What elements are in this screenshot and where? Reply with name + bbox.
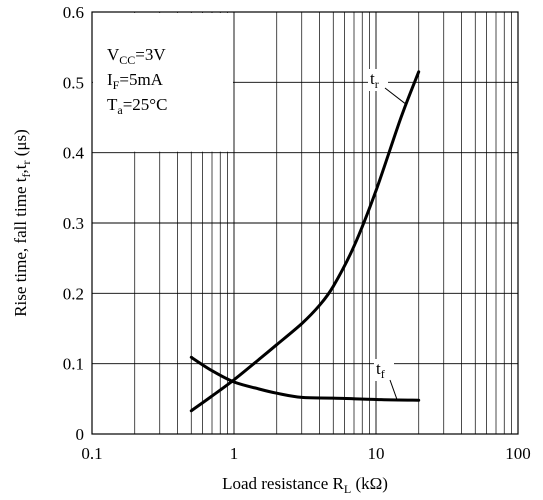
x-tick-label: 1	[230, 444, 239, 463]
x-tick-label: 100	[505, 444, 531, 463]
y-axis-title: Rise time, fall time tf,tr (μs)	[11, 129, 33, 317]
series-label-leader-tr	[385, 88, 405, 103]
y-tick-label: 0.2	[63, 284, 84, 303]
y-tick-label: 0.6	[63, 3, 84, 22]
x-axis-title: Load resistance RL (kΩ)	[222, 474, 388, 496]
condition-ta: Ta=25°C	[107, 95, 167, 117]
x-tick-label: 0.1	[81, 444, 102, 463]
y-tick-label: 0.1	[63, 355, 84, 374]
condition-vcc: VCC=3V	[107, 45, 166, 67]
x-tick-label: 10	[368, 444, 385, 463]
y-tick-label: 0	[76, 425, 85, 444]
conditions-box: VCC=3V IF=5mA Ta=25°C	[93, 13, 233, 152]
y-tick-label: 0.3	[63, 214, 84, 233]
series-label-leader-tf	[390, 380, 397, 399]
y-tick-label: 0.4	[63, 144, 85, 163]
y-tick-label: 0.5	[63, 73, 84, 92]
